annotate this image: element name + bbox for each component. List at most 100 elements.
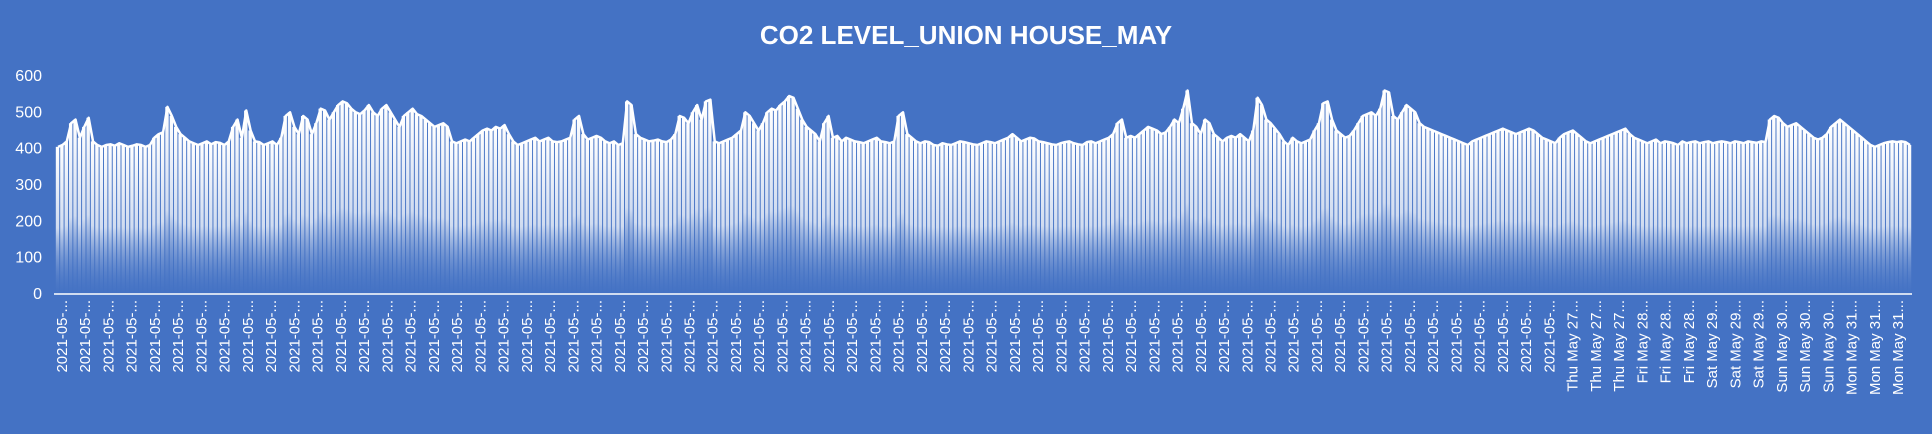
area-column [546,137,550,294]
x-tick-label: Sun May 30... [1797,300,1814,393]
area-column [865,141,870,294]
area-column [1417,123,1421,294]
x-tick-label: 2021-05-... [1448,300,1465,373]
y-axis: 0 100 200 300 400 500 600 [15,68,42,303]
x-tick-label: 2021-05-... [1216,300,1233,373]
x-tick-label: 2021-05-... [984,300,1001,373]
area-column [808,130,813,294]
area-column [730,137,734,294]
area-column [1754,142,1758,294]
area-column [1575,134,1579,294]
area-column [712,141,716,294]
area-column [1837,119,1842,294]
x-tick-label: 2021-05-... [705,300,722,373]
area-column [568,137,572,294]
area-column [725,139,730,294]
area-column [1500,128,1505,294]
area-column [1610,134,1614,294]
area-column [1461,143,1465,294]
area-column [1570,130,1575,294]
x-tick-label: 2021-05-... [1286,300,1303,373]
area-column [1767,119,1772,294]
area-column [379,108,384,294]
area-column [1907,145,1912,294]
area-column [95,145,99,294]
area-column [966,143,970,294]
area-column [677,115,681,294]
area-column [957,141,962,294]
x-tick-label: 2021-05-... [426,300,443,373]
area-column [1885,142,1890,294]
area-column [1159,134,1163,294]
area-column [1750,142,1754,294]
area-column [1859,137,1864,294]
area-column [1544,139,1548,294]
area-column [191,143,195,294]
area-column [169,115,174,294]
x-tick-label: 2021-05-... [356,300,373,373]
area-column [629,105,633,294]
area-column [1351,130,1356,294]
area-column [695,105,699,294]
x-tick-label: 2021-05-... [286,300,303,373]
area-column [1124,137,1128,294]
area-column [1649,141,1653,294]
area-column [1272,128,1277,294]
area-column [340,101,344,295]
x-tick-label: 2021-05-... [658,300,675,373]
area-column [822,123,826,294]
y-tick-label: 200 [15,213,42,230]
area-column [1167,126,1172,295]
area-column [1776,117,1780,294]
area-column [1872,146,1877,294]
area-column [594,135,598,294]
area-column [484,128,489,294]
area-column [239,137,244,294]
area-column [607,143,611,294]
area-column [1715,142,1719,294]
area-column [139,145,143,294]
area-column [331,112,336,294]
area-column [1316,123,1321,294]
area-column [651,140,655,294]
area-column [1903,142,1907,294]
x-tick-label: 2021-05-... [1425,300,1442,373]
area-column [620,143,625,294]
area-column [1286,145,1290,294]
area-column [1010,134,1014,294]
area-column [1526,128,1531,294]
area-column [1658,143,1662,294]
x-tick-label: 2021-05-... [960,300,977,373]
area-column [441,123,445,294]
area-column [1434,132,1439,294]
area-column [427,123,432,294]
area-column [1732,141,1737,294]
area-column [1312,130,1316,294]
x-tick-label: 2021-05-... [263,300,280,373]
x-tick-label: 2021-05-... [751,300,768,373]
area-column [384,105,388,294]
area-column [195,145,200,294]
area-column [1132,137,1137,294]
area-column [1596,139,1601,294]
x-tick-label: Fri May 28... [1658,300,1675,383]
area-column [813,134,817,294]
x-tick-label: 2021-05-... [403,300,420,373]
area-column [1531,130,1535,294]
area-column [638,137,642,294]
area-column [1640,141,1645,294]
area-column [1264,119,1268,294]
area-column [786,95,791,294]
x-tick-label: 2021-05-... [612,300,629,373]
area-column [804,126,808,295]
area-column [1329,119,1334,294]
area-column [1824,134,1829,294]
area-column [160,132,165,294]
area-column [174,126,178,295]
area-column [489,130,493,294]
x-tick-label: 2021-05-... [1263,300,1280,373]
area-column [1364,114,1369,295]
area-column [406,112,410,294]
